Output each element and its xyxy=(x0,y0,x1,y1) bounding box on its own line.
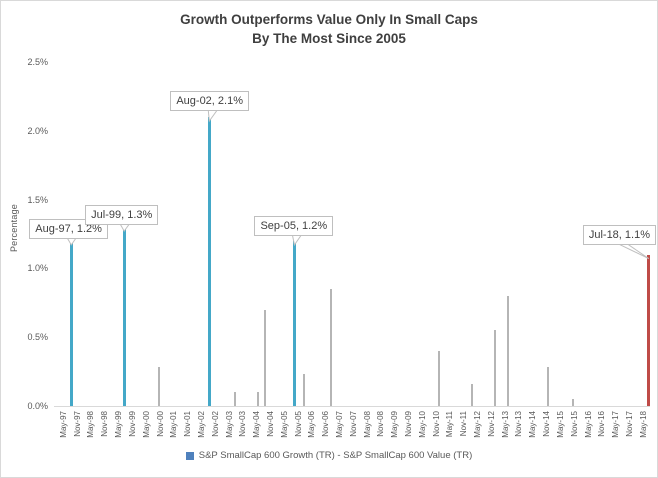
legend-label: S&P SmallCap 600 Growth (TR) - S&P Small… xyxy=(198,450,473,461)
annotation-pointer xyxy=(66,237,78,246)
bar-may-04 xyxy=(256,392,259,406)
y-tick-label: 1.5% xyxy=(27,194,48,205)
chart-title-line1: Growth Outperforms Value Only In Small C… xyxy=(180,12,478,27)
chart-title: Growth Outperforms Value Only In Small C… xyxy=(1,10,657,48)
bar-dec-10 xyxy=(438,350,441,406)
bar-jan-07 xyxy=(330,289,333,406)
y-tick-label: 2.0% xyxy=(27,125,48,136)
bar-jul-99 xyxy=(122,227,126,406)
bar-oct-00 xyxy=(157,367,160,406)
legend-marker-icon xyxy=(185,451,194,460)
annotation-pointer xyxy=(617,243,650,260)
bar-jun-13 xyxy=(507,295,510,406)
bar-jul-18 xyxy=(647,254,651,406)
annotation-pointer xyxy=(207,109,219,123)
y-tick-label: 0.5% xyxy=(27,332,48,343)
bar-feb-12 xyxy=(470,383,473,406)
annotation-callout: Sep-05, 1.2% xyxy=(254,215,334,236)
y-tick-label: 1.0% xyxy=(27,263,48,274)
x-axis-line xyxy=(54,406,650,407)
bar-aug-04 xyxy=(263,309,266,406)
annotation-callout: Aug-02, 2.1% xyxy=(170,91,249,112)
bar-nov-14 xyxy=(546,367,549,406)
bar-dec-12 xyxy=(493,330,496,406)
chart-title-line2: By The Most Since 2005 xyxy=(252,31,406,46)
annotation-callout: Jul-18, 1.1% xyxy=(582,224,656,245)
y-tick-label: 2.5% xyxy=(27,57,48,67)
bar-aug-97 xyxy=(69,240,73,406)
bar-aug-02 xyxy=(207,117,211,406)
y-tick-label: 0.0% xyxy=(27,401,48,411)
annotation-pointer xyxy=(291,234,303,247)
annotation-pointer xyxy=(119,223,131,233)
bar-sep-05 xyxy=(292,240,296,406)
legend: S&P SmallCap 600 Growth (TR) - S&P Small… xyxy=(1,450,657,461)
annotation-callout: Jul-99, 1.3% xyxy=(85,205,159,226)
bar-oct-15 xyxy=(571,399,574,406)
bar-jan-06 xyxy=(302,374,305,406)
bar-jul-03 xyxy=(233,392,236,406)
